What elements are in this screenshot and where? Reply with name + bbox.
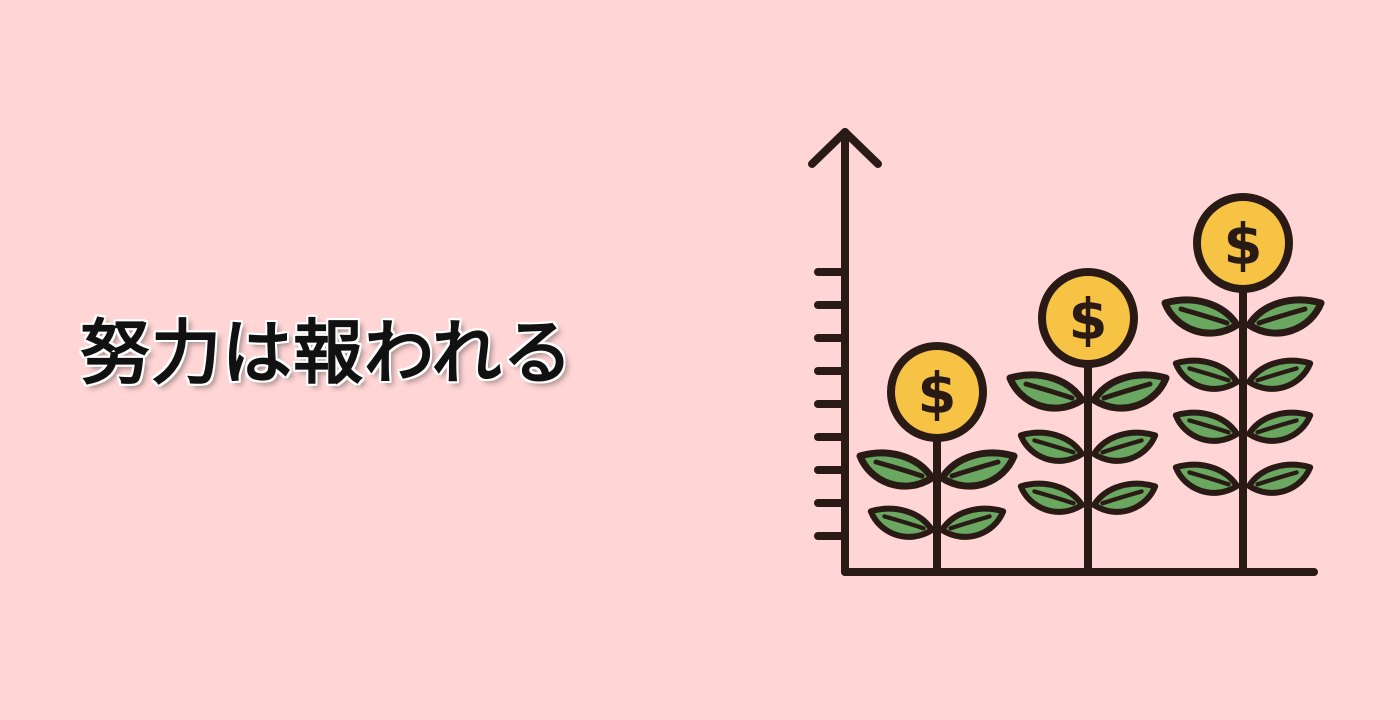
chart-axes bbox=[808, 128, 1318, 576]
money-plant-medium: $ bbox=[1010, 268, 1166, 572]
dollar-sign-icon: $ bbox=[1069, 288, 1108, 353]
money-plant-large: $ bbox=[1165, 193, 1321, 572]
money-plant-growth-chart-icon: $ $ $ bbox=[808, 128, 1350, 576]
money-plant-small: $ bbox=[860, 342, 1014, 572]
dollar-sign-icon: $ bbox=[918, 362, 957, 427]
headline-text: 努力は報われる bbox=[80, 312, 574, 394]
dollar-sign-icon: $ bbox=[1224, 213, 1263, 278]
